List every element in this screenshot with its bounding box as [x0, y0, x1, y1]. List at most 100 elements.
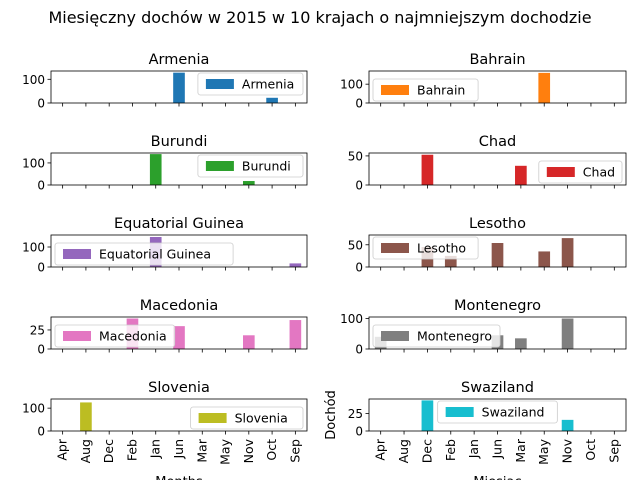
y-tick-label: 0 [355, 179, 363, 193]
legend-label: Burundi [242, 159, 291, 174]
bar [538, 72, 551, 103]
legend-frame [437, 400, 558, 424]
subplot-chad: 0 50 Chad Chad [348, 134, 627, 193]
x-tick-label: Nov [560, 438, 575, 463]
legend-swatch [381, 85, 409, 95]
y-tick-label: 0 [355, 97, 363, 111]
x-tick-label: Jun [171, 439, 186, 460]
subplot-title: Slovenia [148, 380, 210, 396]
x-tick-label: Nov [241, 438, 256, 463]
bar [561, 419, 574, 431]
x-tick-label: Sep [287, 439, 302, 463]
legend-frame [54, 242, 234, 266]
legend-swatch [205, 161, 234, 171]
legend-swatch [63, 331, 91, 341]
y-tick-label: 0 [37, 425, 45, 439]
subplot-title: Chad [479, 134, 516, 150]
subplot-grid: 0 100 Armenia Armenia 0 100 Bahrain Bahrain 0 100… [22, 52, 627, 480]
y-tick-label: 100 [22, 156, 45, 170]
y-tick-label: 25 [30, 323, 45, 337]
x-tick-label: Oct [264, 439, 279, 461]
subplot-burundi: 0 100 Burundi Burundi [22, 134, 308, 193]
x-tick-label: Apr [373, 438, 388, 460]
x-tick-label: Aug [78, 439, 93, 463]
bar [266, 97, 278, 103]
x-tick-label: Aug [396, 439, 411, 463]
bar [515, 165, 527, 185]
y-tick-label: 0 [37, 97, 45, 111]
bar [561, 238, 574, 267]
legend-swatch [205, 79, 234, 89]
legend-frame [372, 236, 479, 260]
legend-frame [197, 154, 304, 178]
legend-swatch [381, 243, 409, 253]
legend: Chad [538, 160, 623, 184]
legend-label: Armenia [242, 77, 294, 92]
bar [149, 154, 162, 185]
x-tick-label: Apr [55, 438, 70, 460]
legend-frame [54, 324, 176, 348]
legend-label: Swaziland [482, 405, 545, 420]
x-tick-label: Oct [583, 439, 598, 461]
subplot-title: Bahrain [469, 52, 525, 68]
legend: Burundi [197, 154, 304, 178]
y-tick-label: 0 [355, 261, 363, 275]
bar [561, 318, 574, 349]
subplot-equatorial-guinea: 0 100 Equatorial Guinea Equatorial Guinea [22, 216, 308, 275]
subplot-armenia: 0 100 Armenia Armenia [22, 52, 308, 111]
legend-label: Slovenia [235, 411, 288, 426]
subplot-macedonia: 0 25 Macedonia Macedonia [30, 298, 308, 357]
y-tick-label: 100 [22, 73, 45, 87]
x-tick-label: Jun [490, 439, 505, 460]
subplot-title: Swaziland [461, 380, 534, 396]
legend: Swaziland [437, 400, 558, 424]
legend-frame [538, 160, 623, 184]
y-tick-label: 50 [348, 238, 363, 252]
bar [515, 338, 527, 349]
legend: Slovenia [190, 406, 304, 430]
x-tick-label: Mar [513, 438, 528, 462]
x-tick-label: Dec [101, 439, 116, 463]
subplot-montenegro: 0 100 Montenegro Montenegro [340, 298, 627, 357]
bar [173, 326, 185, 349]
x-tick-label: Jan [466, 439, 481, 459]
subplot-title: Armenia [149, 52, 210, 68]
y-tick-label: 0 [37, 261, 45, 275]
legend-label: Macedonia [99, 329, 167, 344]
legend-swatch [546, 167, 575, 177]
y-tick-label: 100 [340, 78, 363, 92]
y-tick-label: 0 [355, 343, 363, 357]
subplot-title: Lesotho [469, 216, 526, 232]
legend-swatch [198, 413, 227, 423]
y-tick-label: 0 [37, 343, 45, 357]
x-axis-label: Miesiac [473, 475, 521, 480]
subplot-title: Montenegro [454, 298, 541, 314]
figure-title: Miesięczny dochów w 2015 w 10 krajach o … [48, 8, 591, 27]
bar [289, 320, 302, 349]
x-axis-label: Months [155, 475, 203, 480]
subplot-bahrain: 0 100 Bahrain Bahrain [340, 52, 627, 111]
legend-frame [372, 324, 501, 348]
subplot-slovenia: 0 100 Slovenia Slovenia Apr Aug Dec Feb Jan Jun Ma… [22, 380, 308, 480]
legend: Macedonia [54, 324, 176, 348]
legend: Armenia [197, 72, 304, 96]
legend-label: Montenegro [417, 329, 492, 344]
legend-frame [197, 72, 304, 96]
legend-swatch [63, 249, 91, 259]
y-tick-label: 0 [37, 179, 45, 193]
bar [421, 154, 434, 185]
legend-label: Equatorial Guinea [99, 247, 211, 262]
y-tick-label: 100 [340, 312, 363, 326]
bar [421, 400, 434, 431]
legend-label: Lesotho [417, 241, 466, 256]
legend-swatch [445, 407, 474, 417]
y-tick-label: 100 [22, 241, 45, 255]
subplot-swaziland: 0 25 Swaziland Swaziland Apr Aug Dec Feb Jan Jun M… [324, 380, 627, 480]
bar [444, 255, 457, 267]
legend: Bahrain [372, 78, 479, 102]
y-axis-label: Dochód [324, 390, 339, 440]
legend-swatch [381, 331, 409, 341]
y-tick-label: 0 [355, 425, 363, 439]
x-tick-label: May [536, 438, 551, 464]
